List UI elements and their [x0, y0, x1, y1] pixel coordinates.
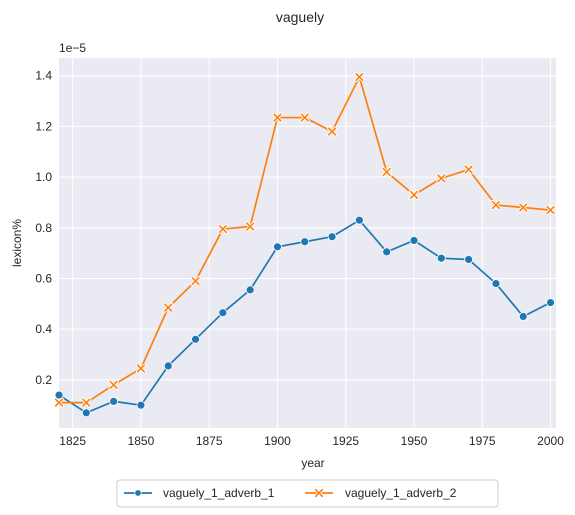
y-tick-label: 1.2 — [35, 119, 52, 133]
legend-label-series-2: vaguely_1_adverb_2 — [345, 486, 457, 500]
data-point-series-2 — [54, 397, 64, 408]
legend-marker-series-2 — [314, 488, 324, 498]
x-tick-label: 1875 — [196, 434, 223, 448]
x-tick-label: 1925 — [332, 434, 359, 448]
data-point-series-1 — [300, 237, 310, 247]
data-point-series-2 — [81, 397, 92, 408]
data-point-series-2 — [108, 379, 119, 390]
data-point-series-1 — [464, 255, 474, 264]
data-point-series-2 — [190, 276, 201, 287]
data-point-series-1 — [327, 232, 337, 242]
data-point-series-2 — [135, 363, 146, 374]
data-point-series-1 — [273, 242, 282, 252]
data-point-series-1 — [191, 334, 200, 344]
data-point-series-2 — [381, 167, 392, 178]
data-point-series-2 — [217, 224, 228, 235]
y-axis-label: lexicon% — [10, 219, 24, 267]
y-tick-label: 0.4 — [35, 322, 52, 336]
data-point-series-1 — [163, 361, 173, 371]
data-point-series-1 — [546, 298, 555, 307]
data-point-series-1 — [245, 285, 255, 295]
data-point-series-2 — [272, 112, 283, 123]
x-tick-label: 1950 — [401, 434, 428, 448]
data-point-series-2 — [463, 164, 474, 175]
y-tick-label: 0.6 — [35, 271, 52, 285]
data-point-series-2 — [545, 205, 556, 216]
x-tick-label: 1900 — [264, 434, 291, 448]
data-point-series-1 — [354, 215, 364, 225]
series-lines — [54, 72, 556, 418]
legend: vaguely_1_adverb_1 vaguely_1_adverb_2 — [116, 479, 499, 508]
data-point-series-2 — [299, 112, 310, 123]
data-point-series-1 — [409, 236, 419, 245]
x-tick-label: 1825 — [59, 434, 86, 448]
x-axis-label: year — [301, 456, 324, 470]
y-tick-label: 0.2 — [35, 373, 52, 387]
data-point-series-1 — [436, 253, 446, 263]
data-point-series-2 — [518, 202, 529, 213]
data-point-series-1 — [54, 390, 64, 400]
data-point-series-2 — [436, 173, 447, 184]
data-point-series-2 — [163, 302, 174, 313]
chart-title: vaguely — [276, 9, 324, 25]
y-tick-label: 1.0 — [35, 170, 52, 184]
data-point-series-1 — [518, 312, 528, 321]
legend-label-series-1: vaguely_1_adverb_1 — [163, 486, 275, 500]
data-point-series-2 — [245, 221, 256, 232]
y-tick-label: 0.8 — [35, 221, 52, 235]
y-offset-label: 1e−5 — [59, 41, 86, 55]
data-point-series-2 — [354, 72, 365, 83]
legend-x-marker — [314, 488, 324, 498]
y-axis-ticks: 0.2 0.4 0.6 0.8 1.0 1.2 1.4 — [35, 69, 52, 387]
x-axis-ticks: 1825 1850 1875 1900 1925 1950 1975 2000 — [59, 434, 564, 448]
x-tick-label: 2000 — [537, 434, 564, 448]
data-point-series-1 — [382, 247, 392, 257]
x-tick-label: 1850 — [128, 434, 155, 448]
data-point-series-2 — [409, 189, 419, 200]
data-point-series-2 — [327, 126, 338, 137]
y-tick-label: 1.4 — [35, 69, 52, 83]
data-point-series-1 — [136, 400, 146, 410]
data-point-series-2 — [490, 199, 501, 210]
data-point-series-1 — [218, 308, 228, 318]
legend-marker-series-1 — [134, 489, 142, 497]
data-point-series-1 — [81, 408, 91, 418]
x-tick-label: 1975 — [469, 434, 496, 448]
gridlines — [59, 58, 556, 428]
data-point-series-1 — [491, 279, 501, 288]
data-point-series-1 — [109, 396, 119, 406]
